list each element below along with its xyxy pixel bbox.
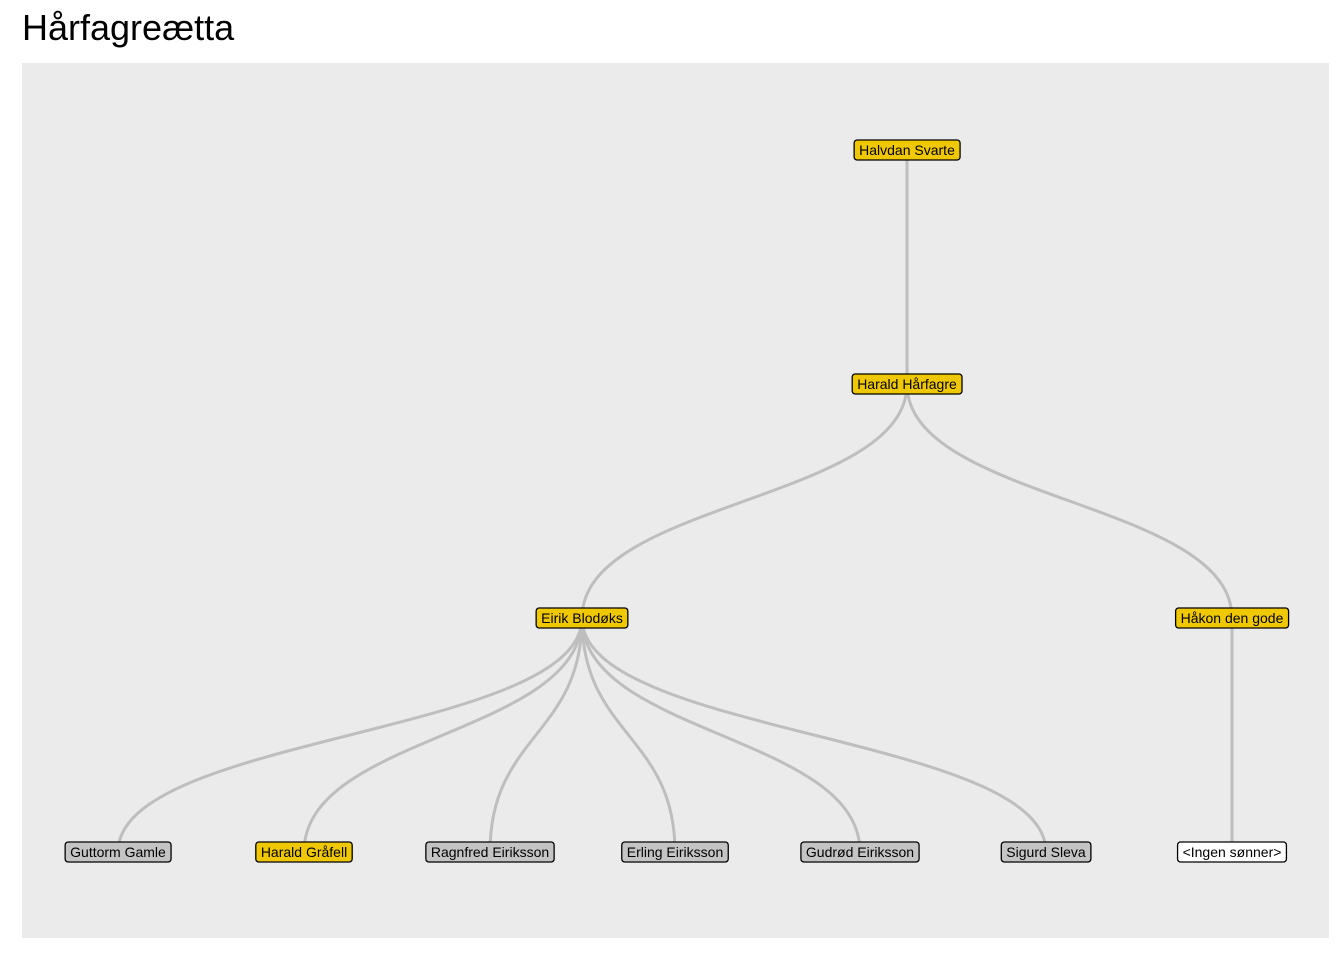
node-box-erling bbox=[621, 841, 729, 863]
edge-eirik-harald-g bbox=[302, 617, 584, 853]
node-box-gudrod bbox=[800, 841, 920, 863]
node-label-gudrod: Gudrød Eiriksson bbox=[806, 844, 914, 860]
node-box-guttorm bbox=[64, 841, 172, 863]
node-box-ingen bbox=[1176, 841, 1288, 863]
node-label-ingen: <Ingen sønner> bbox=[1183, 844, 1282, 860]
node-label-eirik: Eirik Blodøks bbox=[541, 610, 623, 626]
node-label-hakon: Håkon den gode bbox=[1181, 610, 1284, 626]
node-box-harald-g bbox=[255, 841, 353, 863]
page-title: Hårfagreætta bbox=[22, 7, 235, 48]
node-sigurd: Sigurd Sleva bbox=[1000, 841, 1092, 863]
node-erling: Erling Eiriksson bbox=[621, 841, 729, 863]
edge-harald-h-hakon bbox=[905, 383, 1234, 619]
node-label-halvdan: Halvdan Svarte bbox=[859, 142, 955, 158]
edge-eirik-erling bbox=[580, 617, 677, 853]
node-hakon: Håkon den gode bbox=[1174, 607, 1290, 629]
node-ingen: <Ingen sønner> bbox=[1176, 841, 1288, 863]
node-box-hakon bbox=[1174, 607, 1290, 629]
node-label-sigurd: Sigurd Sleva bbox=[1006, 844, 1086, 860]
node-eirik: Eirik Blodøks bbox=[535, 607, 629, 629]
node-box-halvdan bbox=[853, 139, 961, 161]
node-box-sigurd bbox=[1000, 841, 1092, 863]
node-label-harald-g: Harald Gråfell bbox=[261, 844, 347, 860]
node-box-eirik bbox=[535, 607, 629, 629]
node-label-guttorm: Guttorm Gamle bbox=[70, 844, 166, 860]
node-box-harald-h bbox=[851, 373, 963, 395]
node-harald-h: Harald Hårfagre bbox=[851, 373, 963, 395]
node-harald-g: Harald Gråfell bbox=[255, 841, 353, 863]
diagram-panel bbox=[22, 63, 1329, 938]
node-label-erling: Erling Eiriksson bbox=[627, 844, 723, 860]
edge-harald-h-eirik bbox=[580, 383, 909, 619]
node-ragnfred: Ragnfred Eiriksson bbox=[425, 841, 555, 863]
node-halvdan: Halvdan Svarte bbox=[853, 139, 961, 161]
node-label-ragnfred: Ragnfred Eiriksson bbox=[431, 844, 549, 860]
edge-eirik-gudrod bbox=[580, 617, 862, 853]
node-guttorm: Guttorm Gamle bbox=[64, 841, 172, 863]
edge-eirik-ragnfred bbox=[488, 617, 584, 853]
node-box-ragnfred bbox=[425, 841, 555, 863]
node-gudrod: Gudrød Eiriksson bbox=[800, 841, 920, 863]
edge-eirik-sigurd bbox=[580, 617, 1048, 853]
node-label-harald-h: Harald Hårfagre bbox=[857, 376, 957, 392]
edge-eirik-guttorm bbox=[116, 617, 584, 853]
